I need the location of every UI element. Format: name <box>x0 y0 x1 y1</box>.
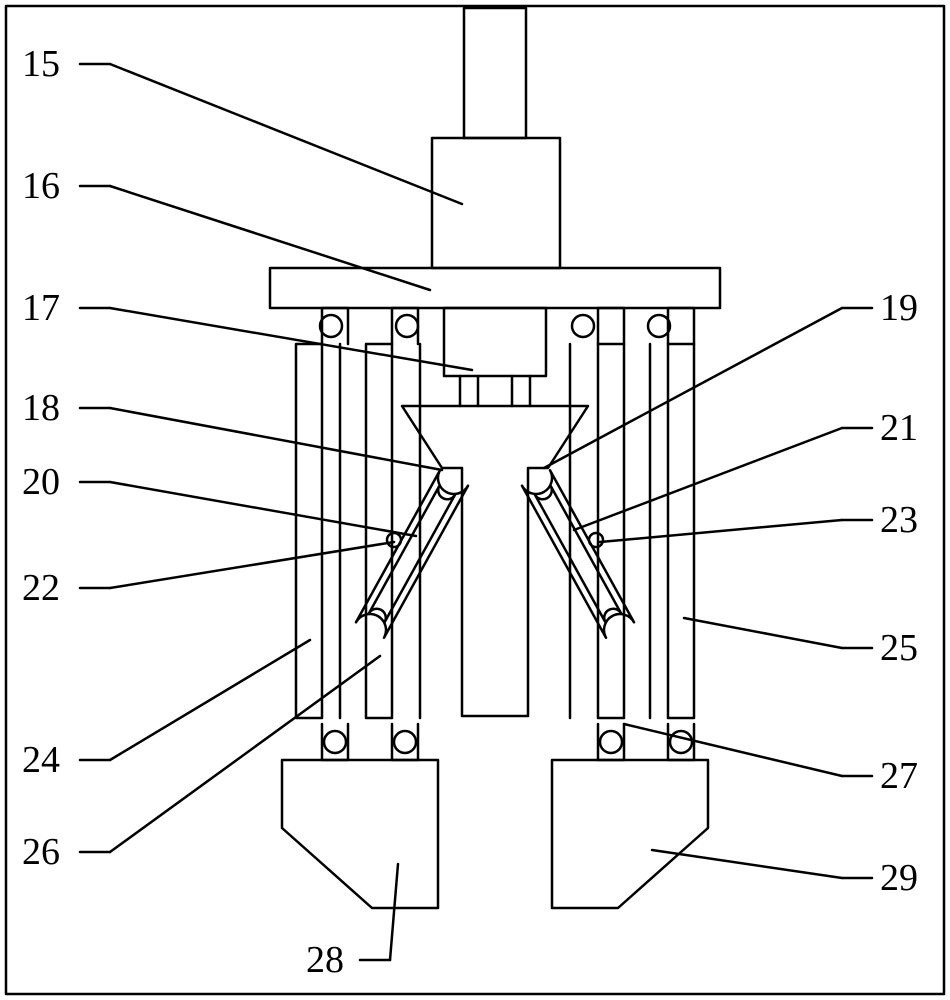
callout-leader-25 <box>684 618 842 648</box>
callout-leader-27 <box>624 724 842 776</box>
left-top-lug-1 <box>322 308 348 344</box>
yoke-bracket <box>402 406 588 716</box>
slot-arm-right-slot <box>535 486 621 622</box>
left-bot-pin-2 <box>394 731 416 753</box>
mounting-plate <box>270 268 720 308</box>
callout-label-23: 23 <box>880 499 918 541</box>
motor-housing <box>432 138 560 268</box>
callout-label-21: 21 <box>880 407 918 449</box>
callout-label-16: 16 <box>22 165 60 207</box>
callout-label-28: 28 <box>306 939 344 981</box>
callout-leader-21 <box>574 428 842 530</box>
slot-arm-left <box>356 470 468 637</box>
callout-label-18: 18 <box>22 387 60 429</box>
callout-leader-15 <box>110 64 462 204</box>
callout-leader-22 <box>110 542 394 588</box>
callout-leader-29 <box>652 850 842 878</box>
left-bot-pin-1 <box>324 731 346 753</box>
callout-label-26: 26 <box>22 831 60 873</box>
slot-arm-right <box>522 470 634 637</box>
right-bot-lug-2 <box>668 724 694 760</box>
callout-label-25: 25 <box>880 627 918 669</box>
right-top-pin-2 <box>648 315 670 337</box>
right-bot-pin-1 <box>600 731 622 753</box>
callout-label-22: 22 <box>22 567 60 609</box>
callout-leader-26 <box>110 656 380 852</box>
callout-label-24: 24 <box>22 739 60 781</box>
right-bot-pin-2 <box>670 731 692 753</box>
callout-label-20: 20 <box>22 461 60 503</box>
callout-leader-23 <box>600 520 842 542</box>
left-bot-lug-1 <box>322 724 348 760</box>
pin-left <box>387 533 401 547</box>
pin-right <box>589 533 603 547</box>
right-top-pin-1 <box>572 315 594 337</box>
right-top-lug-2 <box>668 308 694 344</box>
callout-leader-28 <box>390 864 398 960</box>
callout-label-17: 17 <box>22 287 60 329</box>
jaw-left <box>282 760 438 908</box>
left-top-pin-1 <box>320 315 342 337</box>
right-bot-lug-1 <box>598 724 624 760</box>
jaw-right <box>552 760 708 908</box>
left-top-pin-2 <box>396 315 418 337</box>
callout-leader-20 <box>110 482 416 536</box>
cylinder-body <box>444 308 546 376</box>
callout-label-29: 29 <box>880 857 918 899</box>
callout-label-15: 15 <box>22 43 60 85</box>
callout-label-27: 27 <box>880 755 918 797</box>
slot-arm-left-slot <box>369 486 455 622</box>
callout-leader-24 <box>110 640 310 760</box>
bar-right-inner <box>598 344 624 718</box>
right-top-lug-1 <box>598 308 624 344</box>
shaft <box>464 8 526 138</box>
bar-left-outer <box>296 344 322 718</box>
callout-label-19: 19 <box>880 287 918 329</box>
outer-frame <box>6 6 944 994</box>
left-bot-lug-2 <box>392 724 418 760</box>
